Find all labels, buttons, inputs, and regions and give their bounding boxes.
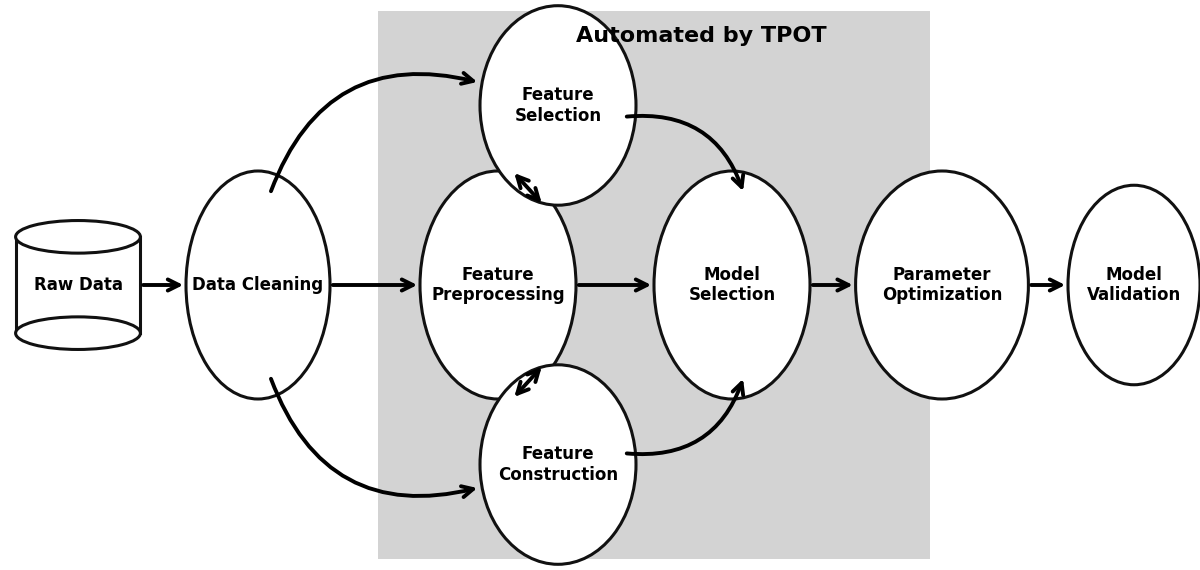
FancyBboxPatch shape xyxy=(378,11,930,559)
Ellipse shape xyxy=(480,6,636,205)
Text: Raw Data: Raw Data xyxy=(34,276,122,294)
Text: Parameter
Optimization: Parameter Optimization xyxy=(882,266,1002,304)
FancyArrowPatch shape xyxy=(271,379,473,497)
FancyArrowPatch shape xyxy=(143,279,179,291)
FancyArrowPatch shape xyxy=(626,116,743,187)
FancyArrowPatch shape xyxy=(1031,279,1061,291)
FancyArrowPatch shape xyxy=(626,383,743,454)
Text: Data Cleaning: Data Cleaning xyxy=(192,276,324,294)
Text: Feature
Construction: Feature Construction xyxy=(498,445,618,484)
Text: Model
Validation: Model Validation xyxy=(1087,266,1181,304)
FancyArrowPatch shape xyxy=(271,73,473,191)
Ellipse shape xyxy=(654,171,810,399)
Bar xyxy=(16,237,140,333)
Ellipse shape xyxy=(16,221,140,253)
FancyArrowPatch shape xyxy=(578,279,647,291)
FancyArrowPatch shape xyxy=(812,279,848,291)
Ellipse shape xyxy=(480,365,636,564)
Ellipse shape xyxy=(856,171,1028,399)
FancyArrowPatch shape xyxy=(517,370,539,394)
Ellipse shape xyxy=(186,171,330,399)
Text: Feature
Preprocessing: Feature Preprocessing xyxy=(431,266,565,304)
FancyArrowPatch shape xyxy=(517,176,539,200)
FancyArrowPatch shape xyxy=(332,279,413,291)
Ellipse shape xyxy=(16,317,140,349)
Text: Automated by TPOT: Automated by TPOT xyxy=(576,26,827,46)
Ellipse shape xyxy=(420,171,576,399)
Text: Feature
Selection: Feature Selection xyxy=(515,86,601,125)
Text: Model
Selection: Model Selection xyxy=(689,266,775,304)
Ellipse shape xyxy=(1068,185,1200,385)
